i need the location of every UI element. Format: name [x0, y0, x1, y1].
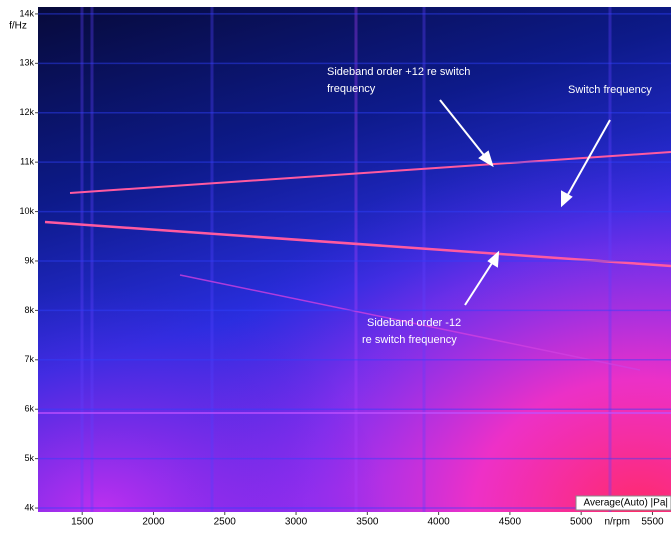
- page: {"chart_data": {"type": "spectrogram", "…: [0, 0, 671, 537]
- y-tick-label: 11k: [20, 157, 34, 167]
- y-tick-label: 5k: [24, 453, 34, 463]
- x-tick-label: 5500: [641, 517, 664, 528]
- colorbar-label: Average(Auto) |Pa|: [583, 498, 668, 509]
- x-tick-label: 3500: [356, 517, 379, 528]
- annotation: re switch frequency: [362, 334, 457, 346]
- y-tick-label: 14k: [19, 8, 34, 18]
- annotation: Switch frequency: [568, 84, 652, 96]
- x-tick-label: 5000: [570, 517, 593, 528]
- x-tick-label: 2500: [214, 517, 237, 528]
- y-axis-label: f/Hz: [9, 21, 27, 32]
- y-tick-label: 12k: [19, 107, 34, 117]
- annotation: Sideband order -12: [367, 317, 461, 329]
- y-tick-label: 4k: [24, 502, 34, 512]
- y-tick-label: 13k: [19, 58, 34, 68]
- x-tick-label: 4000: [427, 517, 450, 528]
- chart: Average(Auto) |Pa| f/Hz n/rpm 4k 5k 6k 7k 8k…: [0, 0, 671, 532]
- annotation: frequency: [327, 83, 376, 95]
- y-tick-label: 7k: [24, 354, 34, 364]
- y-tick-label: 10k: [19, 206, 34, 216]
- y-tick-label: 9k: [24, 255, 34, 265]
- annotation: Sideband order +12 re switch: [327, 66, 470, 78]
- y-tick-label: 8k: [24, 305, 34, 315]
- x-axis-label: n/rpm: [604, 517, 630, 528]
- y-tick-label: 6k: [24, 404, 34, 414]
- x-tick-label: 1500: [71, 517, 94, 528]
- x-tick-label: 4500: [499, 517, 522, 528]
- x-tick-label: 3000: [285, 517, 308, 528]
- x-tick-label: 2000: [142, 517, 165, 528]
